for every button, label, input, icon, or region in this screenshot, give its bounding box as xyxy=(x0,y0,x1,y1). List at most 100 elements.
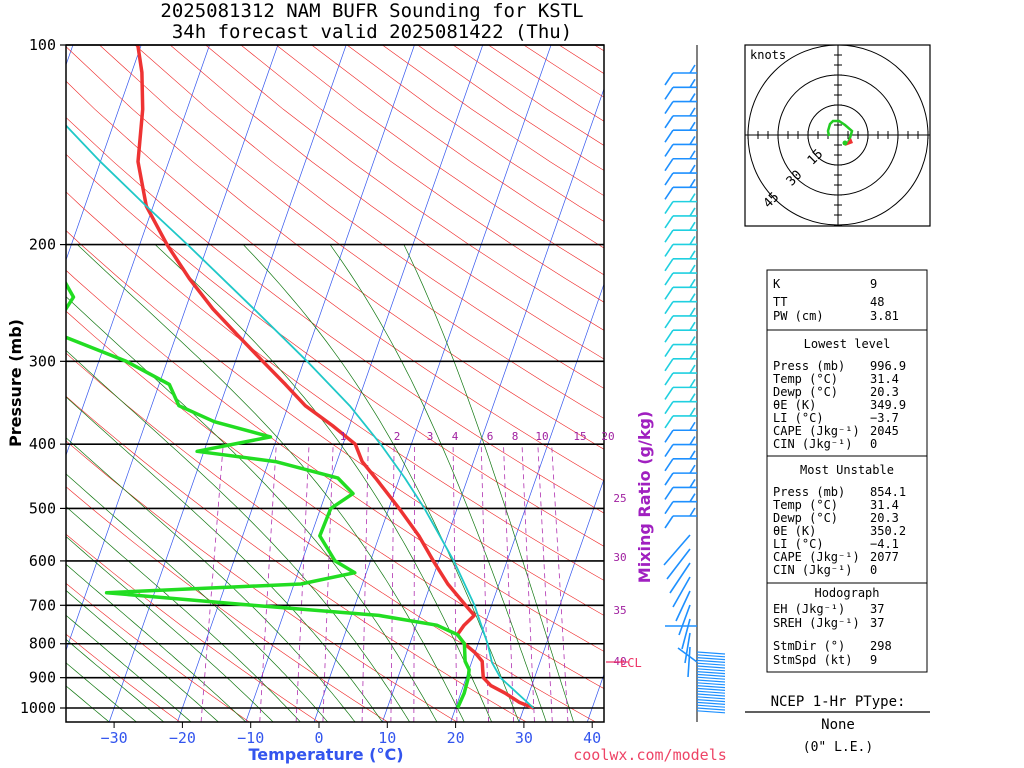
y-tick-label: 400 xyxy=(29,435,56,453)
moist-adiabat-line xyxy=(154,244,493,722)
mixing-ratio-line xyxy=(361,444,369,722)
wind-barb xyxy=(664,293,697,315)
mixing-ratio-label: 4 xyxy=(452,430,459,443)
wind-barb-feather xyxy=(689,264,696,274)
wind-barb-staff xyxy=(687,646,691,678)
wind-barb-staff xyxy=(666,548,691,580)
dry-adiabat-line xyxy=(66,269,604,652)
index-value: 0 xyxy=(870,563,877,577)
wind-barb-feather xyxy=(689,93,696,103)
wind-barb xyxy=(672,576,691,608)
index-value: 2077 xyxy=(870,550,899,564)
wind-barb xyxy=(664,421,697,443)
wind-barb xyxy=(664,407,697,429)
wind-barb xyxy=(664,136,697,157)
wind-barb-low-level xyxy=(696,679,726,683)
index-value: 2045 xyxy=(870,424,899,438)
wind-barb-staff xyxy=(664,201,674,215)
index-label: CIN (Jkg⁻¹) xyxy=(773,563,852,577)
moist-adiabat-line xyxy=(77,244,465,722)
isotherm-line xyxy=(66,45,210,457)
wind-barb-staff xyxy=(664,244,674,257)
wind-barb-staff xyxy=(664,429,674,443)
wind-barb xyxy=(664,178,697,200)
wind-barb-feather xyxy=(689,278,696,288)
isotherm-line xyxy=(108,45,347,722)
wind-barb-low-level xyxy=(696,707,726,711)
moist-adiabat-line xyxy=(66,473,328,722)
mixing-ratio-line xyxy=(322,444,334,722)
dry-adiabat-line xyxy=(417,45,604,171)
wind-barb-staff xyxy=(664,286,674,300)
background-lines xyxy=(66,45,604,722)
dry-adiabat-line xyxy=(66,310,604,689)
index-label: CIN (Jkg⁻¹) xyxy=(773,437,852,451)
wind-barb-feather xyxy=(689,336,696,345)
wind-barb-feather xyxy=(689,321,696,331)
isotherm-line xyxy=(177,45,415,722)
index-value: 20.3 xyxy=(870,511,899,525)
dewpoint-trace xyxy=(66,280,471,709)
dry-adiabat-line xyxy=(66,230,604,616)
wind-barb xyxy=(664,307,697,329)
wind-barb-staff xyxy=(664,115,674,129)
wind-barb-feather xyxy=(689,136,696,145)
wind-barb-staff xyxy=(664,272,674,286)
index-label: CAPE (Jkg⁻¹) xyxy=(773,424,860,438)
wind-barb xyxy=(675,590,691,622)
x-tick-label: −10 xyxy=(237,729,264,747)
y-tick-label: 100 xyxy=(29,36,56,54)
wind-barb xyxy=(664,378,697,400)
wind-barb-staff xyxy=(663,534,691,566)
index-value: 9 xyxy=(870,277,877,291)
wind-barb xyxy=(664,436,697,457)
wind-barb xyxy=(664,164,697,186)
wind-barb xyxy=(664,93,697,115)
wind-barb-staff xyxy=(664,101,674,115)
wind-barb-low-level xyxy=(696,676,726,680)
hodograph-trace xyxy=(826,119,854,144)
index-label: LI (°C) xyxy=(773,537,824,551)
wind-barb xyxy=(664,107,697,129)
hodograph: knots 15 30 45 xyxy=(744,44,931,227)
wind-barb xyxy=(664,207,697,229)
index-value: 37 xyxy=(870,616,884,630)
wind-barb xyxy=(664,350,697,372)
mixing-ratio-label: 6 xyxy=(487,430,494,443)
wind-barb xyxy=(664,264,697,286)
indices-frame xyxy=(766,269,928,673)
wind-barb-low-level xyxy=(696,699,726,703)
lowest-level-heading: Lowest level xyxy=(804,337,891,351)
wind-barb-feather xyxy=(689,150,696,160)
mixing-ratio-label: 30 xyxy=(613,551,626,564)
mixing-ratio-label: 25 xyxy=(613,492,626,505)
moist-adiabat-line xyxy=(66,396,383,722)
wind-barb-low-level xyxy=(696,665,726,669)
dry-adiabat-line xyxy=(205,45,604,331)
y-tick-label: 600 xyxy=(29,552,56,570)
index-value: −4.1 xyxy=(870,537,899,551)
index-label: CAPE (Jkg⁻¹) xyxy=(773,550,860,564)
mixing-ratio-label: 3 xyxy=(427,430,434,443)
index-value: 349.9 xyxy=(870,398,906,412)
index-label: Temp (°C) xyxy=(773,498,838,512)
y-tick-label: 300 xyxy=(29,352,56,370)
ptype-title: NCEP 1-Hr PType: xyxy=(771,694,906,710)
wind-barb-low-level xyxy=(696,710,726,714)
wind-barb-low-level xyxy=(696,651,726,655)
index-value: 298 xyxy=(870,639,892,653)
isotherm-line xyxy=(450,282,604,722)
moist-adiabat-line xyxy=(66,349,410,722)
wind-barb-feather xyxy=(689,236,696,245)
wind-barb xyxy=(664,193,697,215)
mixing-ratio-line xyxy=(521,444,535,722)
dry-adiabat-line xyxy=(66,440,458,722)
wind-barb xyxy=(666,548,691,580)
wind-barb-feather xyxy=(689,78,696,88)
wind-barb-staff xyxy=(664,372,674,386)
dry-adiabat-line xyxy=(452,45,604,146)
mixing-ratio-label: 10 xyxy=(535,430,548,443)
wind-barb-low-level xyxy=(696,682,726,686)
wind-barb-low-level xyxy=(696,696,726,700)
index-value: −3.7 xyxy=(870,411,899,425)
